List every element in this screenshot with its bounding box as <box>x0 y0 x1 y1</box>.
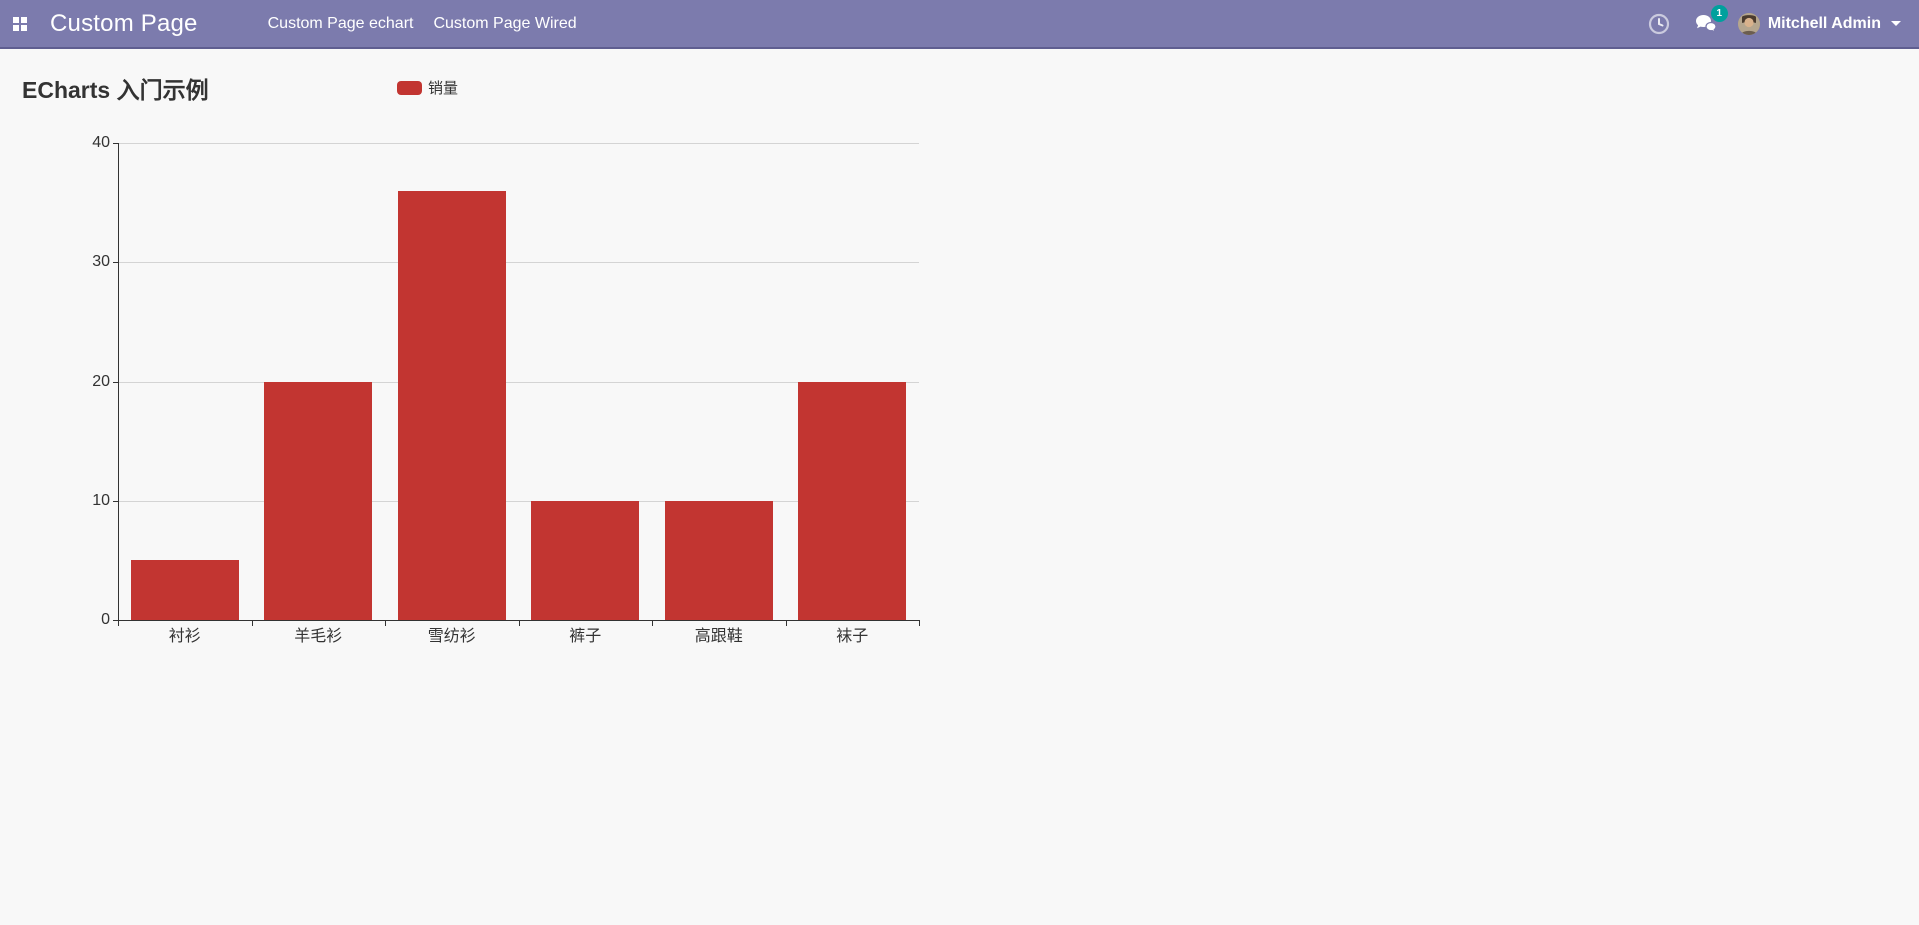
y-axis-tick <box>113 381 118 383</box>
y-gridline <box>118 143 919 144</box>
messages-button[interactable]: 1 <box>1690 4 1728 41</box>
y-axis-line <box>118 143 119 621</box>
y-axis-tick <box>113 262 118 264</box>
x-axis-tick <box>118 620 119 626</box>
x-axis-category-label: 裤子 <box>569 628 602 645</box>
x-axis-tick <box>251 620 253 626</box>
bar[interactable] <box>531 500 640 620</box>
x-axis-category-label: 衬衫 <box>168 628 201 645</box>
bar[interactable] <box>397 190 506 620</box>
x-axis-category-label: 雪纺衫 <box>427 628 476 645</box>
y-axis-tick <box>113 620 118 621</box>
activity-clock-icon[interactable] <box>1642 7 1676 41</box>
bar-chart: 0 10 20 30 40 衬衫 羊毛衫 雪纺衫 裤子 高跟鞋 袜子 <box>0 51 1919 925</box>
x-axis-category-label: 羊毛衫 <box>294 628 343 645</box>
chevron-down-icon <box>1891 21 1901 26</box>
x-axis-tick <box>518 620 520 626</box>
user-menu[interactable]: Mitchell Admin <box>1737 12 1901 35</box>
x-axis-tick <box>652 620 653 626</box>
y-axis-label: 30 <box>92 253 110 271</box>
bar[interactable] <box>798 381 907 620</box>
x-axis-category-label: 袜子 <box>836 628 869 645</box>
y-gridline <box>118 500 919 502</box>
y-gridline <box>118 262 919 264</box>
menu-item-custom-page-echart[interactable]: Custom Page echart <box>267 15 414 32</box>
bar[interactable] <box>664 500 773 620</box>
menu-item-custom-page-wired[interactable]: Custom Page Wired <box>433 15 577 32</box>
y-axis-tick <box>113 500 118 502</box>
x-axis-tick <box>919 620 920 626</box>
chat-bubbles-icon <box>1695 14 1717 33</box>
y-axis-label: 40 <box>92 134 110 151</box>
apps-menu-button[interactable] <box>0 0 40 48</box>
page-content: ECharts 入门示例 销量 0 10 20 30 40 衬衫 羊毛衫 雪纺衫 裤子 高跟鞋 袜子 <box>0 51 1919 925</box>
clock-icon <box>1648 13 1669 34</box>
app-title[interactable]: Custom Page <box>50 9 198 37</box>
bar[interactable] <box>264 381 373 620</box>
y-axis-label: 20 <box>92 372 110 390</box>
x-axis-tick <box>785 620 787 626</box>
y-axis-label: 0 <box>101 611 110 628</box>
y-gridline <box>118 381 919 383</box>
chart-legend[interactable]: 销量 <box>397 77 458 98</box>
user-name: Mitchell Admin <box>1767 14 1881 32</box>
apps-grid-icon <box>13 16 27 31</box>
top-menu: Custom Page echart Custom Page Wired <box>258 0 587 48</box>
x-axis-tick <box>385 620 386 626</box>
top-navbar: Custom Page Custom Page echart Custom Pa… <box>0 0 1919 49</box>
messages-count-badge: 1 <box>1710 4 1728 22</box>
legend-marker-icon <box>397 80 422 95</box>
systray: 1 Mitchell Admin <box>1642 4 1919 41</box>
legend-label: 销量 <box>428 80 459 97</box>
y-axis-tick <box>113 143 118 144</box>
x-axis-category-label: 高跟鞋 <box>694 628 743 645</box>
bar[interactable] <box>130 560 239 620</box>
y-axis-label: 10 <box>92 491 110 509</box>
user-avatar <box>1737 12 1760 35</box>
chart-title: ECharts 入门示例 <box>22 77 209 103</box>
